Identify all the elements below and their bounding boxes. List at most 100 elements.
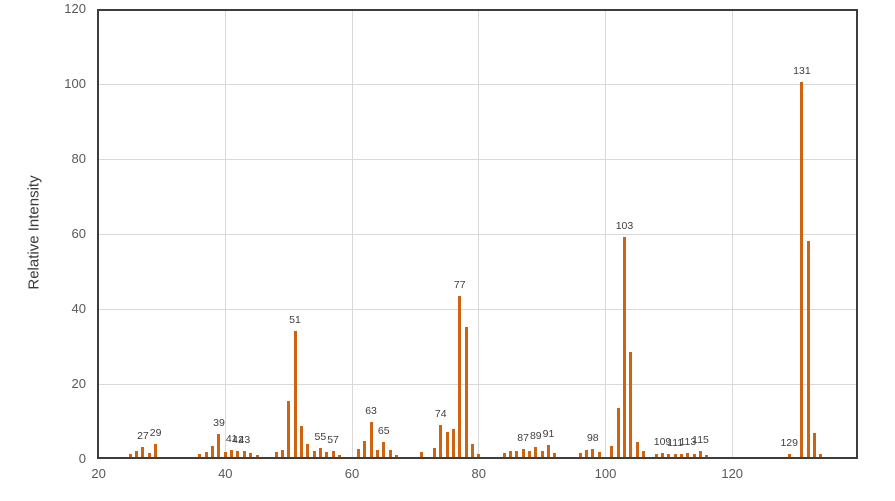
gridline-v-40: [224, 11, 226, 457]
bar-mz-132: [806, 241, 810, 457]
bar-mz-27: [141, 447, 145, 457]
bar-mz-78: [464, 326, 468, 457]
bar-mz-90: [540, 451, 544, 457]
bar-mz-73: [432, 447, 436, 457]
bar-mz-62: [363, 440, 367, 457]
bar-mz-71: [420, 452, 424, 457]
y-tick-80: 80: [71, 151, 86, 166]
gridline-v-60: [351, 11, 353, 457]
x-tick-100: 100: [594, 466, 617, 481]
y-tick-0: 0: [78, 451, 86, 466]
bar-mz-76: [451, 428, 455, 457]
bar-mz-105: [635, 442, 639, 457]
peak-label-39: 39: [213, 416, 225, 429]
bar-mz-110: [667, 454, 671, 457]
y-tick-100: 100: [64, 76, 86, 91]
peak-label-63: 63: [365, 404, 377, 417]
bar-mz-86: [515, 451, 519, 457]
peak-label-43: 43: [238, 434, 251, 446]
x-tick-20: 20: [91, 466, 106, 481]
bar-mz-104: [629, 352, 633, 457]
bar-mz-74: [439, 424, 443, 457]
plot-area: 27 29 39 41 42 43 51 55 57 63 65 74 77 87 89 91 98 103 109…: [97, 9, 858, 459]
bar-mz-28: [147, 452, 151, 457]
bar-mz-84: [502, 452, 506, 457]
peak-label-129: 129: [780, 436, 798, 449]
bar-mz-36: [198, 454, 202, 457]
bar-mz-112: [680, 453, 684, 457]
bar-mz-96: [578, 452, 582, 457]
bar-mz-106: [642, 451, 645, 457]
bar-mz-38: [211, 446, 215, 457]
y-tick-60: 60: [71, 226, 86, 241]
bar-mz-39: [217, 433, 221, 457]
y-tick-20: 20: [71, 376, 86, 391]
bar-mz-57: [331, 451, 335, 457]
gridline-v-120: [731, 11, 733, 457]
bar-mz-131: [800, 82, 804, 457]
bar-mz-98: [591, 448, 595, 457]
gridline-v-100: [604, 11, 606, 457]
peak-label-91: 91: [542, 428, 555, 440]
bar-mz-52: [299, 425, 303, 457]
bar-mz-113: [686, 452, 690, 457]
gridline-h-60: [99, 233, 856, 235]
bar-mz-129: [787, 453, 791, 457]
bar-mz-64: [375, 450, 379, 457]
bar-mz-29: [154, 444, 158, 457]
x-tick-60: 60: [344, 466, 360, 481]
peak-label-42: 42: [232, 434, 244, 446]
bar-mz-111: [673, 454, 677, 457]
bar-mz-25: [128, 454, 132, 457]
peak-label-131: 131: [793, 65, 811, 77]
bar-mz-103: [622, 237, 626, 457]
bar-mz-133: [813, 432, 817, 457]
gridline-v-80: [478, 11, 480, 457]
bar-mz-109: [661, 453, 664, 457]
bar-mz-58: [337, 455, 341, 457]
bar-mz-75: [445, 431, 449, 457]
bar-mz-115: [699, 451, 703, 457]
bar-mz-63: [369, 421, 373, 457]
bar-mz-54: [312, 451, 316, 457]
y-tick-120: 120: [64, 1, 86, 16]
bar-mz-26: [135, 451, 139, 457]
peak-label-89: 89: [529, 429, 542, 442]
bar-mz-37: [204, 451, 208, 457]
bar-mz-89: [534, 446, 538, 457]
peak-label-103: 103: [615, 220, 634, 233]
x-tick-40: 40: [218, 466, 233, 481]
bar-mz-53: [306, 444, 310, 457]
peak-label-77: 77: [453, 278, 466, 291]
bar-mz-45: [255, 455, 259, 457]
gridline-h-100: [99, 83, 856, 85]
y-tick-40: 40: [71, 301, 86, 316]
bar-mz-41: [230, 449, 234, 457]
bar-mz-88: [527, 451, 531, 457]
bar-mz-43: [242, 451, 246, 457]
bar-mz-80: [477, 453, 481, 457]
bar-mz-66: [388, 449, 392, 457]
bar-mz-49: [280, 449, 284, 457]
peak-label-113: 113: [679, 435, 697, 448]
bar-mz-99: [597, 452, 601, 457]
x-tick-120: 120: [721, 466, 744, 481]
bar-mz-92: [553, 452, 557, 457]
bar-mz-114: [692, 453, 696, 457]
bar-mz-85: [508, 450, 512, 457]
bar-mz-55: [318, 448, 322, 457]
peak-label-74: 74: [434, 407, 447, 420]
peak-label-29: 29: [149, 427, 162, 440]
peak-label-27: 27: [137, 430, 149, 443]
bar-mz-48: [274, 451, 278, 457]
peak-label-115: 115: [692, 434, 709, 447]
bar-mz-40: [223, 452, 227, 457]
peak-label-87: 87: [517, 431, 529, 444]
bar-mz-67: [394, 454, 398, 457]
bar-mz-87: [521, 448, 525, 457]
peak-label-57: 57: [327, 434, 339, 447]
bar-mz-97: [584, 450, 588, 457]
bar-mz-108: [654, 454, 658, 457]
peak-label-51: 51: [289, 314, 301, 327]
peak-label-109: 109: [653, 436, 672, 449]
